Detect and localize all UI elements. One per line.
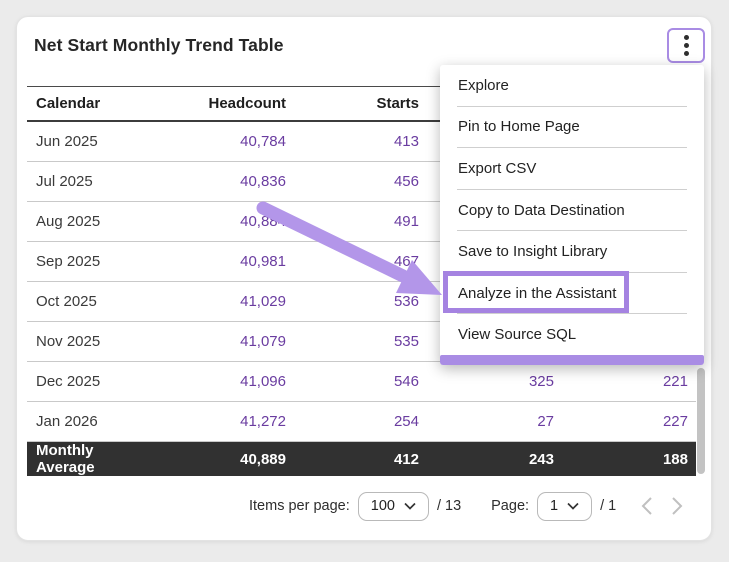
context-menu: Explore Pin to Home Page Export CSV Copy…: [440, 65, 704, 365]
menu-item-explore[interactable]: Explore: [458, 76, 509, 94]
cell-starts[interactable]: 413: [294, 121, 427, 162]
summary-col5: 188: [562, 441, 696, 476]
table-row: Dec 2025 41,096 546 325 221: [27, 361, 696, 402]
cell-starts[interactable]: 491: [294, 201, 427, 242]
chevron-right-icon: [672, 497, 683, 515]
cell-col5[interactable]: 221: [562, 361, 696, 402]
items-per-page-value: 100: [370, 497, 395, 514]
cell-calendar: Jun 2025: [27, 121, 127, 162]
cell-headcount[interactable]: 41,029: [127, 281, 294, 322]
cell-starts[interactable]: 546: [294, 361, 427, 402]
cell-headcount[interactable]: 40,981: [127, 241, 294, 282]
summary-starts: 412: [294, 441, 427, 476]
menu-item-analyze-in-the-assistant[interactable]: Analyze in the Assistant: [458, 284, 617, 302]
cell-calendar: Aug 2025: [27, 201, 127, 242]
cell-headcount[interactable]: 40,784: [127, 121, 294, 162]
menu-item-view-source-sql[interactable]: View Source SQL: [458, 326, 577, 344]
cell-headcount[interactable]: 41,079: [127, 321, 294, 362]
cell-col4[interactable]: 325: [427, 361, 562, 402]
column-header-calendar: Calendar: [27, 86, 127, 122]
kebab-menu-icon: [683, 51, 689, 56]
cell-headcount[interactable]: 40,884: [127, 201, 294, 242]
menu-item-copy-to-data-destination[interactable]: Copy to Data Destination: [458, 201, 625, 219]
page-value: 1: [550, 497, 559, 514]
menu-separator: [457, 313, 687, 315]
chevron-left-icon: [641, 497, 652, 515]
cell-calendar: Sep 2025: [27, 241, 127, 282]
table-row: Jan 2026 41,272 254 27 227: [27, 401, 696, 442]
column-header-headcount: Headcount: [127, 86, 294, 122]
cell-starts[interactable]: 254: [294, 401, 427, 442]
pagination-bar: Items per page: 100 / 13 Page: 1 / 1: [249, 483, 688, 529]
next-page-button[interactable]: [666, 495, 688, 517]
menu-separator: [457, 105, 687, 107]
items-total: / 13: [436, 498, 462, 514]
page-title: Net Start Monthly Trend Table: [34, 35, 284, 55]
chevron-down-icon: [567, 502, 579, 510]
cell-starts[interactable]: 535: [294, 321, 427, 362]
page-total: / 1: [600, 498, 617, 514]
summary-col4: 243: [427, 441, 562, 476]
cell-starts[interactable]: 536: [294, 281, 427, 322]
cell-calendar: Jul 2025: [27, 161, 127, 202]
previous-page-button[interactable]: [636, 495, 658, 517]
menu-separator: [457, 188, 687, 190]
cell-headcount[interactable]: 41,272: [127, 401, 294, 442]
cell-starts[interactable]: 467: [294, 241, 427, 282]
menu-item-save-to-insight-library[interactable]: Save to Insight Library: [458, 243, 608, 261]
cell-calendar: Nov 2025: [27, 321, 127, 362]
menu-item-export-csv[interactable]: Export CSV: [458, 159, 537, 177]
summary-headcount: 40,889: [127, 441, 294, 476]
kebab-menu-icon: [683, 43, 689, 48]
column-header-starts: Starts: [294, 86, 427, 122]
items-per-page-label: Items per page:: [249, 498, 350, 514]
menu-accent-bar: [440, 355, 704, 365]
items-per-page-select[interactable]: 100: [357, 491, 429, 521]
kebab-menu-button[interactable]: [667, 28, 705, 63]
cell-starts[interactable]: 456: [294, 161, 427, 202]
menu-separator: [457, 147, 687, 149]
cell-headcount[interactable]: 40,836: [127, 161, 294, 202]
menu-separator: [457, 230, 687, 232]
cell-col5[interactable]: 227: [562, 401, 696, 442]
cell-calendar: Dec 2025: [27, 361, 127, 402]
table-scrollbar-thumb[interactable]: [697, 368, 705, 474]
menu-item-pin-to-home-page[interactable]: Pin to Home Page: [458, 118, 580, 136]
summary-row: Monthly Average 40,889 412 243 188: [27, 441, 696, 476]
summary-label: Monthly Average: [27, 441, 127, 476]
cell-col4[interactable]: 27: [427, 401, 562, 442]
cell-calendar: Jan 2026: [27, 401, 127, 442]
page-label: Page:: [491, 498, 530, 514]
cell-headcount[interactable]: 41,096: [127, 361, 294, 402]
page-select[interactable]: 1: [537, 491, 593, 521]
chevron-down-icon: [404, 502, 416, 510]
cell-calendar: Oct 2025: [27, 281, 127, 322]
kebab-menu-icon: [683, 35, 689, 40]
